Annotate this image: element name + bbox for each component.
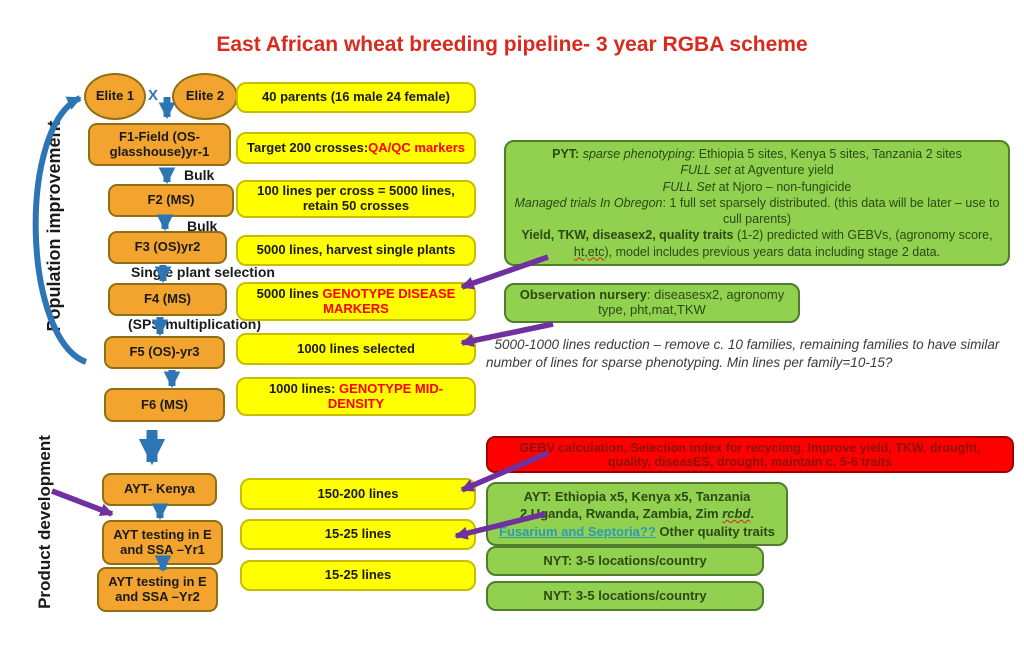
node-ayt-yr1: AYT testing in E and SSA –Yr1 — [102, 520, 223, 565]
observation-nursery-box: Observation nursery: diseasesx2, agronom… — [504, 283, 800, 323]
bulk-label-2: Bulk — [187, 218, 218, 234]
yellow-genotype-text: 5000 lines — [256, 285, 323, 301]
observation-nursery-label: Observation nursery — [519, 287, 647, 303]
product-development-label: Product development — [35, 435, 54, 609]
yellow-mid-text: 1000 lines: — [268, 380, 340, 396]
yellow-15-25-lines-2: 15-25 lines — [240, 560, 476, 591]
node-ayt-yr2: AYT testing in E and SSA –Yr2 — [97, 567, 218, 612]
yellow-selected: 1000 lines selected — [236, 333, 476, 365]
yellow-parents: 40 parents (16 male 24 female) — [236, 82, 476, 113]
yellow-crosses-text: Target 200 crosses: — [247, 139, 369, 155]
reduction-note: * 5000-1000 lines reduction – remove c. … — [486, 334, 1000, 371]
pyt-note-box: PYT: sparse phenotyping: Ethiopia 5 site… — [504, 140, 1010, 266]
bulk-label-1: Bulk — [184, 167, 215, 183]
yellow-genotype-markers: GENOTYPE DISEASE MARKERS — [322, 285, 456, 316]
pyt-label: PYT: — [552, 147, 583, 162]
node-ayt-kenya: AYT- Kenya — [102, 473, 217, 506]
nyt-box-1: NYT: 3-5 locations/country — [486, 546, 764, 576]
node-f4: F4 (MS) — [108, 283, 227, 316]
node-f6: F6 (MS) — [104, 388, 225, 422]
node-f3: F3 (OS)yr2 — [108, 231, 227, 264]
yellow-lines-per-cross: 100 lines per cross = 5000 lines, retain… — [236, 180, 476, 218]
yellow-genotype-mid: 1000 lines: GENOTYPE MID-DENSITY — [236, 377, 476, 416]
ayt-locations-box: AYT: Ethiopia x5, Kenya x5, Tanzania 2,U… — [486, 482, 788, 546]
node-f5: F5 (OS)-yr3 — [104, 336, 225, 369]
yellow-crosses: Target 200 crosses: QA/QC markers — [236, 132, 476, 164]
yellow-150-200-lines: 150-200 lines — [240, 478, 476, 510]
yellow-mid-density: GENOTYPE MID-DENSITY — [327, 380, 444, 411]
slide-title: East African wheat breeding pipeline- 3 … — [216, 33, 808, 56]
yellow-15-25-lines-1: 15-25 lines — [240, 519, 476, 550]
node-elite2: Elite 2 — [172, 73, 238, 120]
node-f2: F2 (MS) — [108, 184, 234, 217]
fusarium-septoria-link: Fusarium and Septoria?? — [499, 523, 656, 539]
yellow-genotype-disease: 5000 lines GENOTYPE DISEASE MARKERS — [236, 282, 476, 321]
yellow-crosses-markers: QA/QC markers — [368, 139, 465, 155]
yellow-harvest: 5000 lines, harvest single plants — [236, 235, 476, 266]
node-f1: F1-Field (OS-glasshouse)yr-1 — [88, 123, 231, 166]
single-plant-selection-label: Single plant selection — [131, 264, 275, 280]
gebv-calculation-box: GEBV calculation, Selection index for re… — [486, 436, 1014, 473]
population-improvement-label: Population improvement — [44, 120, 64, 332]
note-asterisk: * — [486, 334, 491, 348]
node-elite1: Elite 1 — [84, 73, 146, 120]
cross-symbol: X — [148, 87, 159, 104]
nyt-box-2: NYT: 3-5 locations/country — [486, 581, 764, 611]
